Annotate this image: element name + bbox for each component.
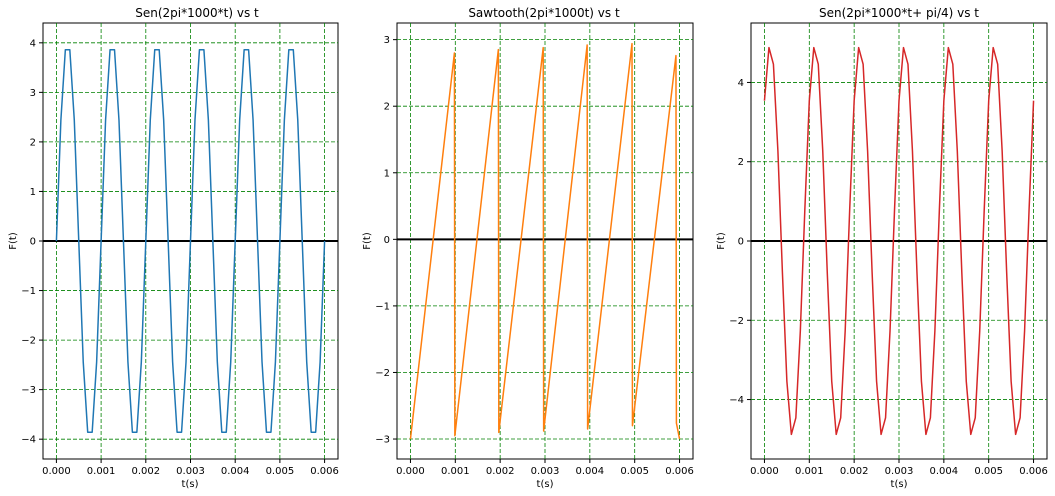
- chart-sine-xtick-label: 0.000: [42, 466, 71, 477]
- chart-sine-line: [55, 49, 326, 433]
- chart-sine-shifted-ytick-label: −4: [729, 395, 744, 406]
- chart-sine-xtick-label: 0.001: [87, 466, 116, 477]
- chart-sawtooth-xlabel: t(s): [537, 479, 554, 490]
- chart-sawtooth-ticks: 0.000 0.001 0.002 0.003 0.004 0.005 0.006 −3 −2 −…: [375, 35, 694, 477]
- chart-sine-shifted-ticks: 0.000 0.001 0.002 0.003 0.004 0.005 0.006 −4 −2 0…: [729, 78, 1048, 477]
- chart-sine-ytick-label: 1: [30, 187, 36, 198]
- chart-sawtooth-line: [409, 42, 681, 440]
- chart-sine-ytick-label: 0: [30, 237, 36, 248]
- chart-sine-shifted: Sen(2pi*1000*t+ pi/4) vs t 0.000 0.001 0.0…: [716, 6, 1048, 490]
- chart-sawtooth-xtick-label: 0.004: [576, 466, 605, 477]
- chart-sine-shifted-series: [751, 46, 1047, 436]
- chart-sine-shifted-xtick-label: 0.003: [885, 466, 914, 477]
- chart-sine-ytick-label: 3: [30, 88, 36, 99]
- chart-sawtooth-xtick-label: 0.000: [396, 466, 425, 477]
- chart-sine-shifted-xtick-label: 0.005: [974, 466, 1003, 477]
- chart-sine-shifted-ytick-label: 0: [738, 237, 744, 248]
- chart-sawtooth-ytick-label: 3: [384, 35, 390, 46]
- chart-sine-xtick-label: 0.002: [131, 466, 160, 477]
- chart-sawtooth-xtick-label: 0.001: [441, 466, 470, 477]
- chart-sine-shifted-ytick-label: 2: [738, 157, 744, 168]
- chart-sine-shifted-xtick-label: 0.001: [795, 466, 824, 477]
- chart-sawtooth-ytick-label: 0: [384, 235, 390, 246]
- chart-sawtooth-ytick-label: 1: [384, 168, 390, 179]
- chart-sine-xtick-label: 0.004: [221, 466, 250, 477]
- chart-sawtooth-ylabel: F(t): [362, 232, 373, 250]
- chart-sine-xtick-label: 0.005: [266, 466, 295, 477]
- chart-sine-shifted-xtick-label: 0.004: [930, 466, 959, 477]
- chart-sawtooth-title: Sawtooth(2pi*1000t) vs t: [468, 6, 620, 20]
- chart-sine-ytick-label: −2: [21, 336, 36, 347]
- chart-sawtooth-ytick-label: −3: [375, 435, 390, 446]
- chart-sine-ticks: 0.000 0.001 0.002 0.003 0.004 0.005 0.006 −4 −3 −…: [21, 38, 339, 477]
- chart-sine-title: Sen(2pi*1000*t) vs t: [135, 6, 259, 20]
- chart-sawtooth-ytick-label: −2: [375, 368, 390, 379]
- chart-sine-ytick-label: −4: [21, 435, 36, 446]
- chart-sine-shifted-ytick-label: 4: [738, 78, 744, 89]
- chart-sine-ytick-label: 4: [30, 38, 36, 49]
- chart-sine-shifted-xtick-label: 0.006: [1019, 466, 1048, 477]
- chart-sawtooth-grid: [397, 23, 693, 459]
- chart-sine-ylabel: F(t): [8, 232, 19, 250]
- chart-sawtooth-ytick-label: −1: [375, 301, 390, 312]
- chart-sawtooth-xtick-label: 0.003: [531, 466, 560, 477]
- chart-sine-xtick-label: 0.003: [176, 466, 205, 477]
- chart-sine-series: [43, 49, 338, 433]
- chart-sine-ytick-label: −1: [21, 286, 36, 297]
- chart-sine-shifted-xtick-label: 0.002: [840, 466, 869, 477]
- chart-sawtooth-series: [397, 42, 693, 440]
- chart-sine: Sen(2pi*1000*t) vs t 0.000 0.001 0.002 0.00…: [8, 6, 339, 490]
- chart-sine-shifted-ylabel: F(t): [716, 232, 727, 250]
- chart-sawtooth: Sawtooth(2pi*1000t) vs t 0.000 0.001 0.002…: [362, 6, 694, 490]
- chart-sine-xlabel: t(s): [182, 479, 199, 490]
- chart-sawtooth-xtick-label: 0.005: [620, 466, 649, 477]
- chart-sawtooth-xtick-label: 0.002: [486, 466, 515, 477]
- chart-sine-ytick-label: −3: [21, 385, 36, 396]
- chart-sine-shifted-title: Sen(2pi*1000*t+ pi/4) vs t: [819, 6, 979, 20]
- chart-sawtooth-xtick-label: 0.006: [665, 466, 694, 477]
- chart-sine-shifted-line: [763, 46, 1035, 436]
- chart-sawtooth-ytick-label: 2: [384, 102, 390, 113]
- chart-sine-shifted-xlabel: t(s): [891, 479, 908, 490]
- chart-sine-ytick-label: 2: [30, 137, 36, 148]
- chart-sine-shifted-xtick-label: 0.000: [750, 466, 779, 477]
- chart-sine-xtick-label: 0.006: [310, 466, 339, 477]
- chart-sine-shifted-ytick-label: −2: [729, 316, 744, 327]
